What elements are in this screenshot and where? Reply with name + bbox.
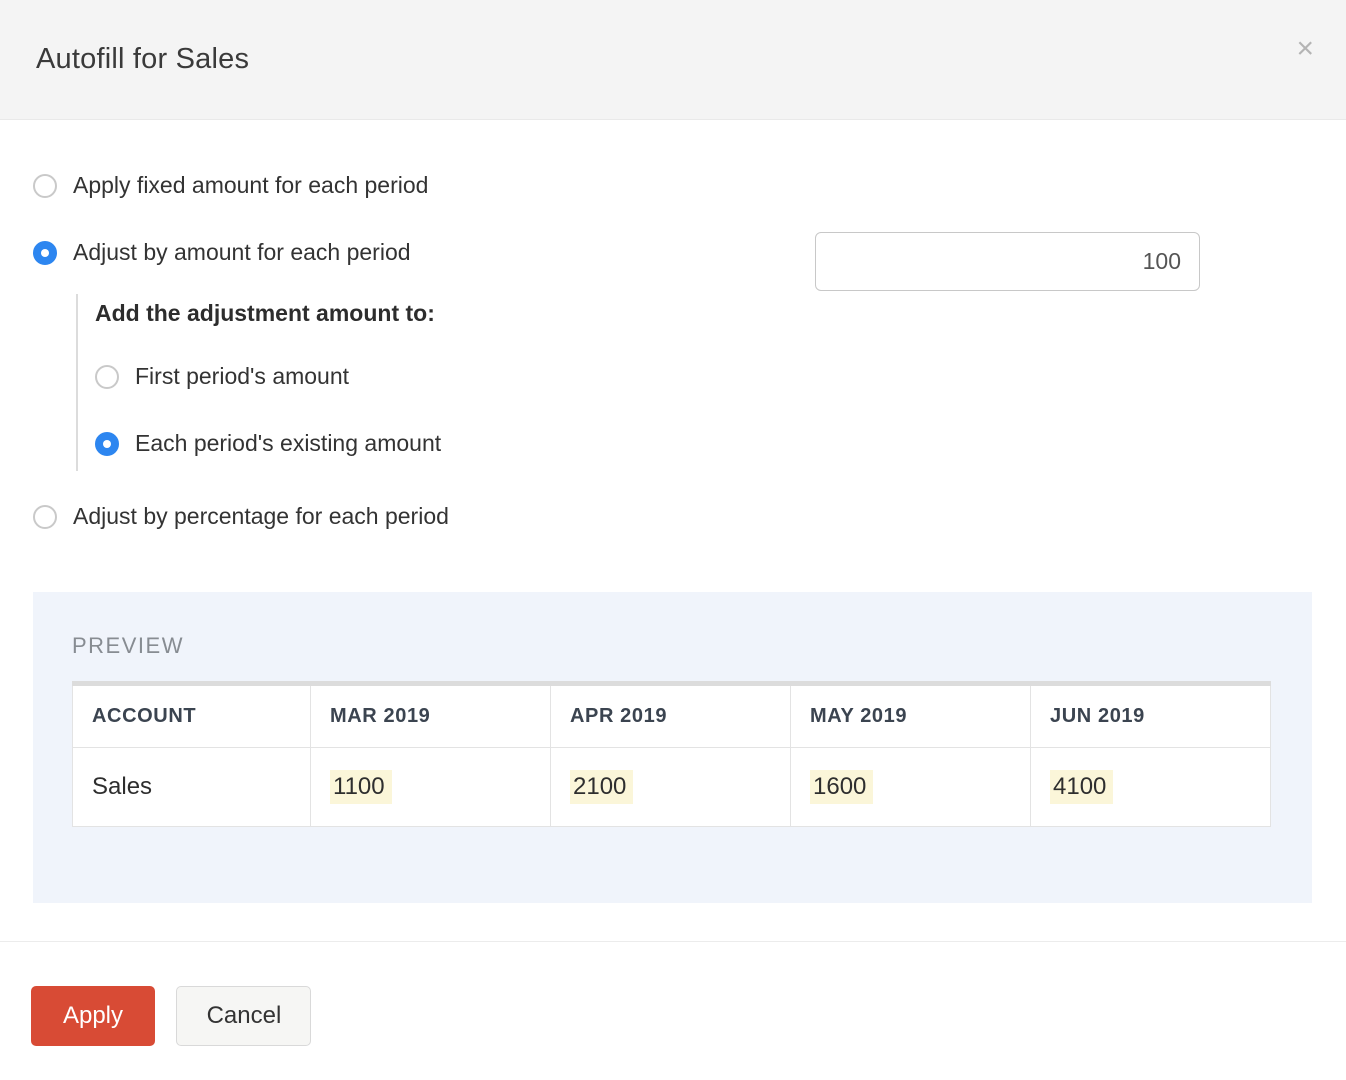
preview-table-header-row: ACCOUNT MAR 2019 APR 2019 MAY 2019 JUN 2… [72, 681, 1271, 748]
highlighted-value: 1100 [330, 770, 392, 804]
adjustment-amount-input[interactable] [815, 232, 1200, 291]
radio-option-first-period[interactable]: First period's amount [95, 363, 1312, 390]
dialog-footer: Apply Cancel [0, 941, 1346, 1080]
dialog-body: Apply fixed amount for each period Adjus… [0, 120, 1346, 530]
preview-table: ACCOUNT MAR 2019 APR 2019 MAY 2019 JUN 2… [72, 681, 1271, 827]
radio-option-fixed-amount[interactable]: Apply fixed amount for each period [33, 172, 1312, 199]
value-cell-apr: 2100 [550, 747, 791, 827]
radio-unchecked-icon[interactable] [95, 364, 119, 389]
highlighted-value: 4100 [1050, 770, 1114, 804]
preview-label: PREVIEW [72, 633, 184, 658]
column-header-apr-2019: APR 2019 [550, 681, 791, 748]
radio-option-fixed-amount-label: Apply fixed amount for each period [73, 172, 429, 198]
radio-option-each-period[interactable]: Each period's existing amount [95, 430, 1312, 457]
account-name-cell: Sales [72, 747, 311, 827]
adjustment-target-title: Add the adjustment amount to: [95, 300, 435, 326]
value-cell-jun: 4100 [1030, 747, 1271, 827]
value-cell-may: 1600 [790, 747, 1031, 827]
column-header-account: ACCOUNT [72, 681, 311, 748]
column-header-may-2019: MAY 2019 [790, 681, 1031, 748]
radio-option-adjust-amount-label: Adjust by amount for each period [73, 239, 411, 265]
radio-option-adjust-percentage[interactable]: Adjust by percentage for each period [33, 503, 1312, 530]
radio-unchecked-icon[interactable] [33, 173, 57, 198]
column-header-jun-2019: JUN 2019 [1030, 681, 1271, 748]
radio-option-first-period-label: First period's amount [135, 363, 350, 389]
radio-option-adjust-percentage-label: Adjust by percentage for each period [73, 503, 449, 529]
radio-checked-icon[interactable] [95, 431, 119, 456]
dialog-header: Autofill for Sales × [0, 0, 1346, 120]
radio-option-adjust-amount[interactable]: Adjust by amount for each period [33, 232, 1312, 291]
cancel-button[interactable]: Cancel [176, 986, 312, 1046]
value-cell-mar: 1100 [310, 747, 551, 827]
radio-option-each-period-label: Each period's existing amount [135, 430, 442, 456]
highlighted-value: 2100 [570, 770, 634, 804]
adjustment-target-section: Add the adjustment amount to: First peri… [76, 294, 1312, 471]
radio-unchecked-icon[interactable] [33, 504, 57, 529]
apply-button[interactable]: Apply [31, 986, 155, 1046]
close-icon[interactable]: × [1296, 32, 1314, 65]
radio-checked-icon[interactable] [33, 240, 57, 265]
dialog-title: Autofill for Sales [36, 43, 250, 75]
column-header-mar-2019: MAR 2019 [310, 681, 551, 748]
highlighted-value: 1600 [810, 770, 874, 804]
preview-panel: PREVIEW ACCOUNT MAR 2019 APR 2019 MAY 20… [33, 592, 1312, 903]
table-row: Sales 1100 2100 1600 4100 [72, 747, 1271, 827]
